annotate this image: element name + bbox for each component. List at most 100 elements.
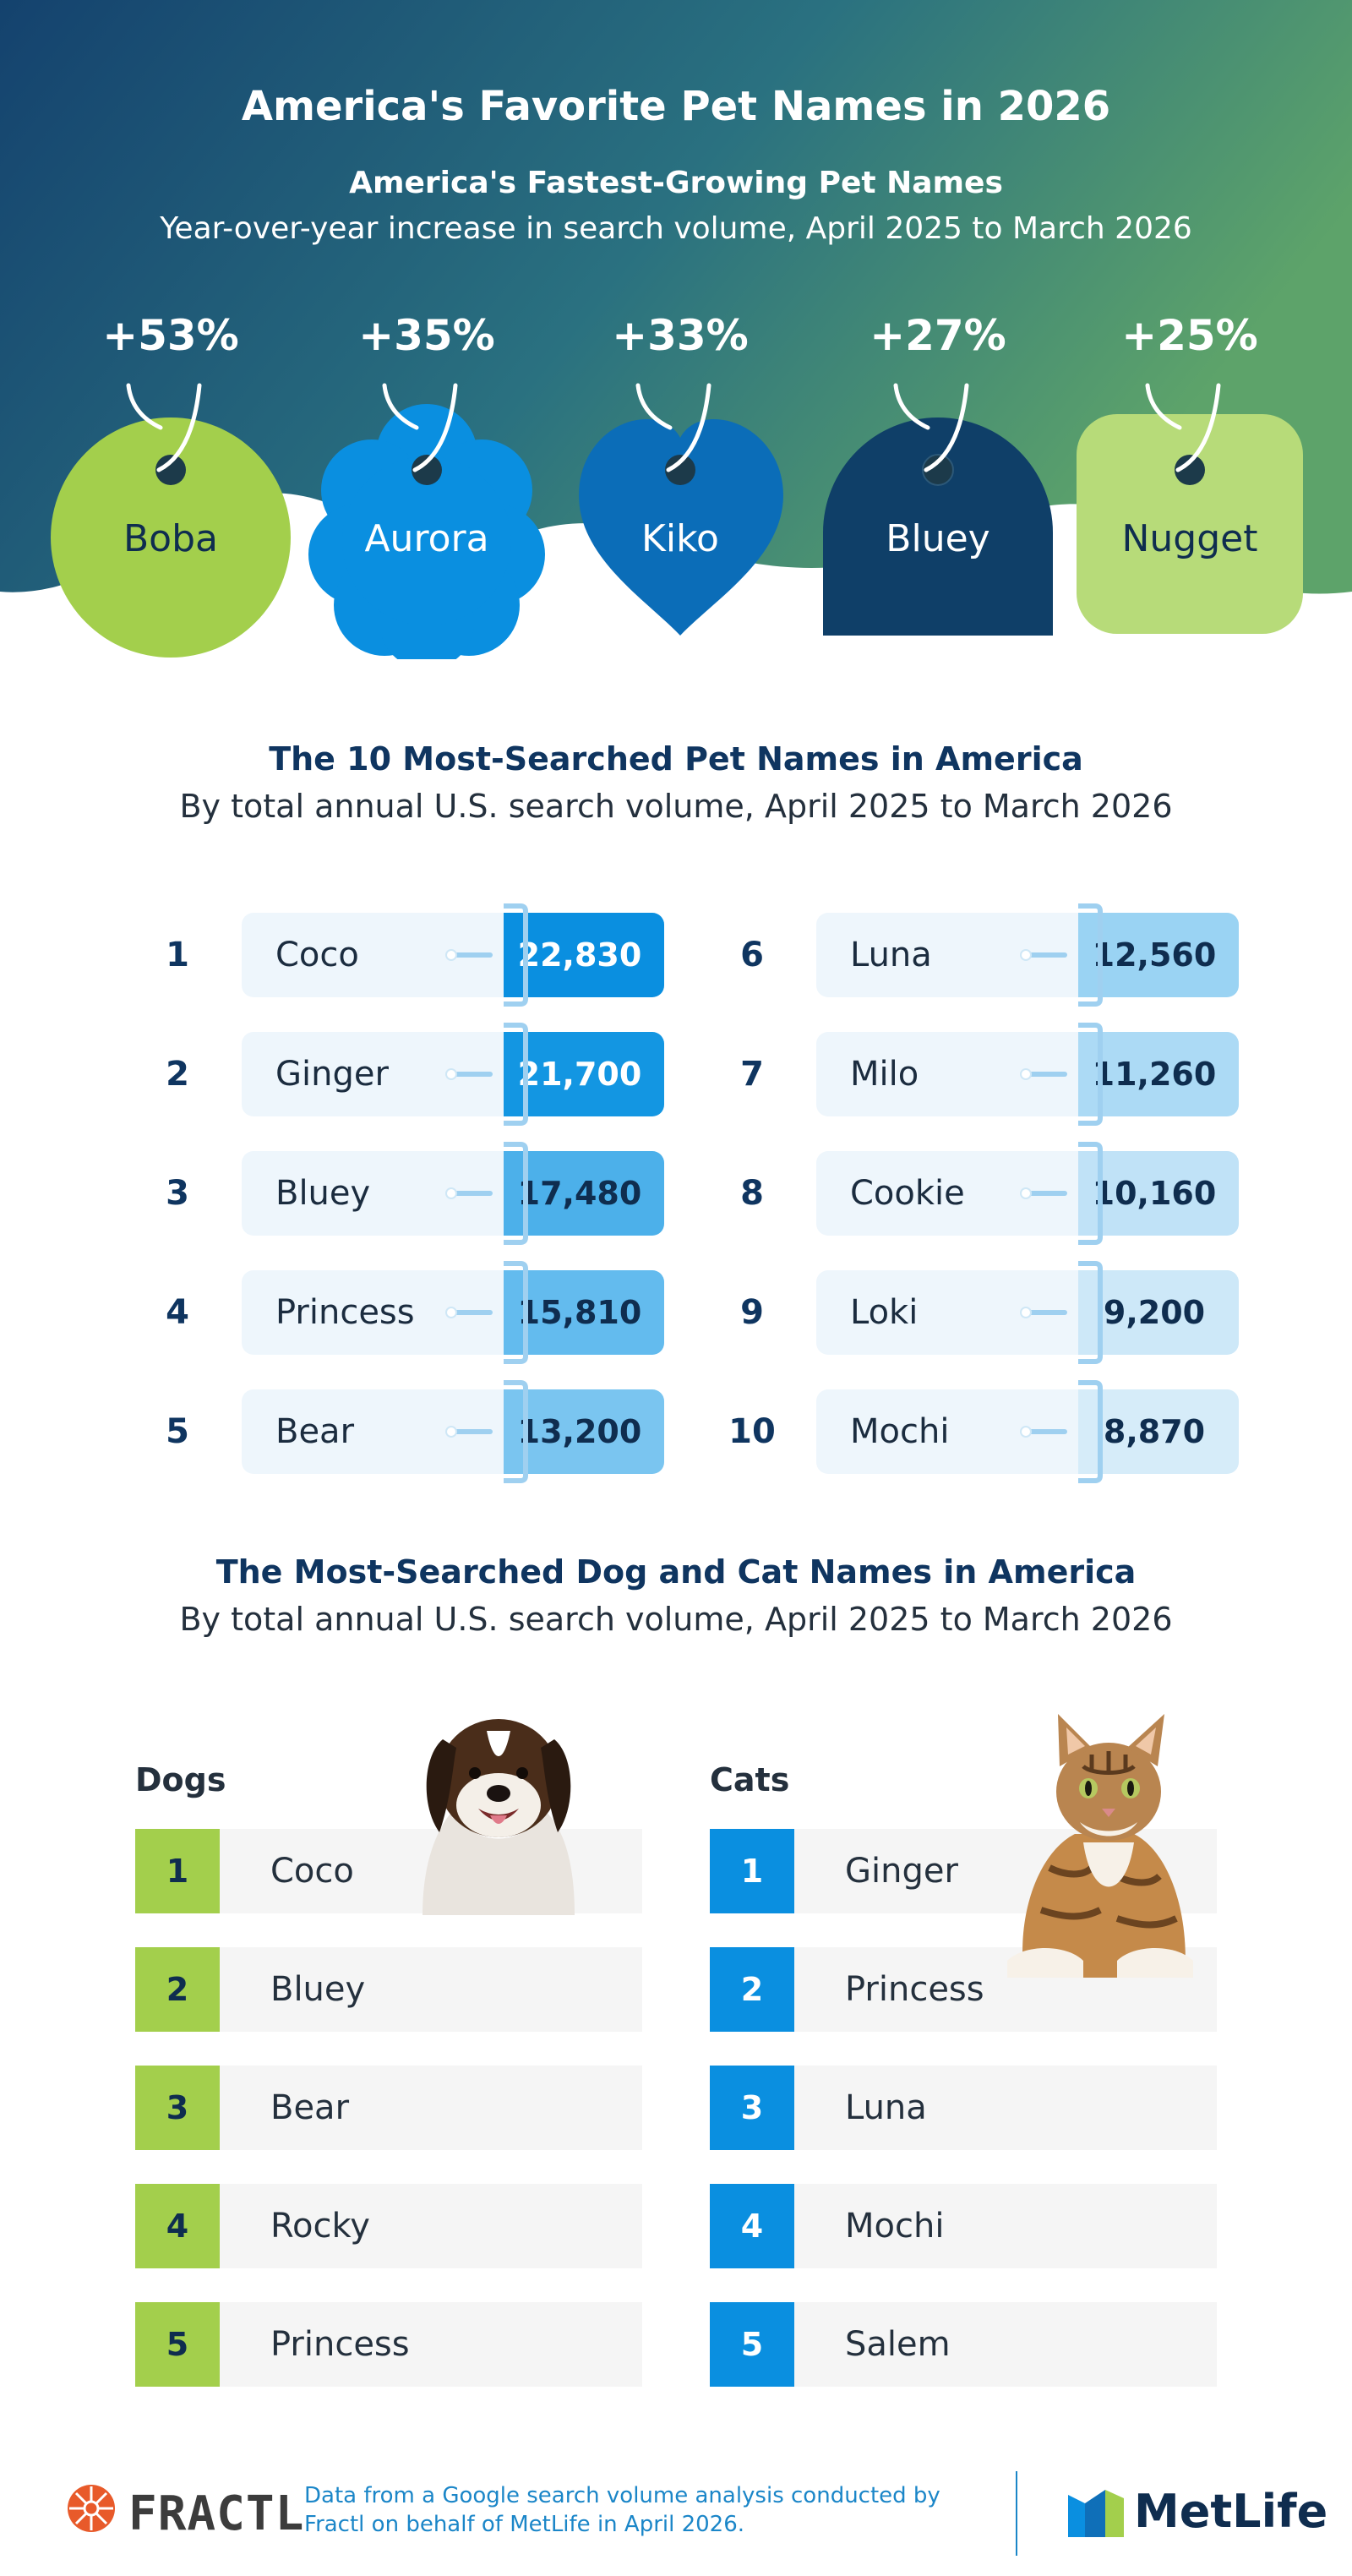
- dogs-heading: Dogs: [135, 1761, 226, 1798]
- pet-name: Mochi: [850, 1412, 950, 1451]
- hero-section: America's Favorite Pet Names in 2026 Ame…: [0, 0, 1352, 659]
- metlife-logo-text: MetLife: [1134, 2485, 1328, 2538]
- growth-tag-3: +33% Kiko: [553, 304, 807, 659]
- fractl-logo-icon: [68, 2485, 115, 2532]
- tag-clip-icon: [445, 1261, 528, 1364]
- tag-name: Kiko: [641, 517, 719, 560]
- cats-heading: Cats: [710, 1761, 790, 1798]
- page-title: America's Favorite Pet Names in 2026: [241, 83, 1111, 130]
- search-volume: 9,200: [1103, 1294, 1206, 1331]
- rank-number: 1: [135, 1829, 220, 1913]
- value-box: [504, 1032, 664, 1116]
- rank-number: 9: [740, 1293, 764, 1332]
- rank-number: 4: [166, 1293, 189, 1332]
- pet-name: Ginger: [845, 1852, 958, 1891]
- pet-name: Coco: [275, 936, 359, 974]
- rank-number: 1: [710, 1829, 794, 1913]
- tag-clip-icon: [1020, 1023, 1103, 1126]
- growth-percent: +33%: [612, 311, 749, 360]
- search-volume: 10,160: [1092, 1175, 1217, 1212]
- value-box: [504, 1389, 664, 1474]
- rank-number: 2: [135, 1947, 220, 2032]
- rank-number: 8: [740, 1174, 764, 1213]
- dog-name-row: 2 Bluey: [135, 1947, 642, 2032]
- search-volume: 17,480: [517, 1175, 642, 1212]
- top10-row: 6 Luna 12,560: [710, 903, 1251, 1007]
- value-box: [1078, 1389, 1239, 1474]
- pet-name: Bluey: [270, 1970, 366, 2009]
- name-bar: [794, 2302, 1217, 2387]
- cat-name-row: 3 Luna: [710, 2066, 1217, 2150]
- pet-name: Ginger: [275, 1055, 389, 1094]
- growth-percent: +27%: [870, 311, 1006, 360]
- pet-tag-icon: [308, 383, 545, 659]
- dog-name-row: 5 Princess: [135, 2302, 642, 2387]
- rank-number: 5: [710, 2302, 794, 2387]
- tag-clip-icon: [1020, 1380, 1103, 1483]
- rank-number: 4: [710, 2184, 794, 2268]
- cat-name-row: 4 Mochi: [710, 2184, 1217, 2268]
- name-bar: [220, 2066, 642, 2150]
- cat-name-row: 5 Salem: [710, 2302, 1217, 2387]
- rank-number: 2: [166, 1055, 189, 1094]
- dogs-cats-title: The Most-Searched Dog and Cat Names in A…: [215, 1553, 1137, 1591]
- pet-name: Luna: [850, 936, 932, 974]
- rank-number: 6: [740, 936, 764, 974]
- top10-row: 5 Bear 13,200: [135, 1380, 676, 1483]
- value-box: [504, 913, 664, 997]
- top10-row: 3 Bluey 17,480: [135, 1142, 676, 1245]
- footer-divider: [1016, 2471, 1017, 2556]
- pet-name: Princess: [275, 1293, 415, 1332]
- tag-name: Nugget: [1121, 517, 1258, 560]
- pet-name: Princess: [845, 1970, 984, 2009]
- rank-number: 1: [166, 936, 189, 974]
- pet-name: Bear: [275, 1412, 355, 1451]
- growth-percent: +53%: [102, 311, 239, 360]
- rank-number: 4: [135, 2184, 220, 2268]
- growth-tag-5: +25% Nugget: [1063, 304, 1317, 659]
- search-volume: 15,810: [517, 1294, 642, 1331]
- dogs-cats-subtitle: By total annual U.S. search volume, Apri…: [179, 1601, 1173, 1638]
- pet-tag-icon: [579, 383, 783, 636]
- tag-clip-icon: [445, 903, 528, 1007]
- footer-note: Data from a Google search volume analysi…: [304, 2483, 940, 2537]
- hero-background: [0, 0, 1352, 594]
- cat-photo: [1007, 1714, 1193, 1978]
- tag-clip-icon: [445, 1380, 528, 1483]
- search-volume: 8,870: [1103, 1413, 1206, 1450]
- tag-clip-icon: [445, 1023, 528, 1126]
- value-box: [1078, 913, 1239, 997]
- top10-subtitle: By total annual U.S. search volume, Apri…: [179, 788, 1173, 825]
- value-box: [1078, 1270, 1239, 1355]
- growth-tag-2: +35% Aurora: [300, 304, 553, 659]
- top10-row: 4 Princess 15,810: [135, 1261, 676, 1364]
- pet-name: Bear: [270, 2088, 350, 2127]
- tag-clip-icon: [1020, 903, 1103, 1007]
- tag-name: Aurora: [364, 517, 489, 560]
- pet-tag-icon: [823, 383, 1053, 636]
- top10-title: The 10 Most-Searched Pet Names in Americ…: [269, 740, 1083, 778]
- search-volume: 11,260: [1092, 1056, 1217, 1093]
- rank-number: 3: [710, 2066, 794, 2150]
- rank-number: 5: [135, 2302, 220, 2387]
- value-box: [504, 1151, 664, 1236]
- pet-name: Coco: [270, 1852, 354, 1891]
- pet-name: Rocky: [270, 2207, 370, 2246]
- value-box: [1078, 1032, 1239, 1116]
- tag-clip-icon: [1020, 1142, 1103, 1245]
- top10-row: 10 Mochi 8,870: [710, 1380, 1251, 1483]
- top10-row: 8 Cookie 10,160: [710, 1142, 1251, 1245]
- pet-tag-icon: [51, 383, 291, 658]
- tag-clip-icon: [1020, 1261, 1103, 1364]
- dog-name-row: 4 Rocky: [135, 2184, 642, 2268]
- rank-number: 3: [135, 2066, 220, 2150]
- name-bar: [794, 2066, 1217, 2150]
- rank-number: 10: [728, 1412, 776, 1451]
- rank-number: 3: [166, 1174, 189, 1213]
- top10-row: 2 Ginger 21,700: [135, 1023, 676, 1126]
- name-bar: [220, 2184, 642, 2268]
- growth-percent: +25%: [1121, 311, 1258, 360]
- pet-name: Cookie: [850, 1174, 965, 1213]
- dog-photo: [422, 1719, 575, 1915]
- cat-name-row: 2 Princess: [710, 1947, 1217, 2032]
